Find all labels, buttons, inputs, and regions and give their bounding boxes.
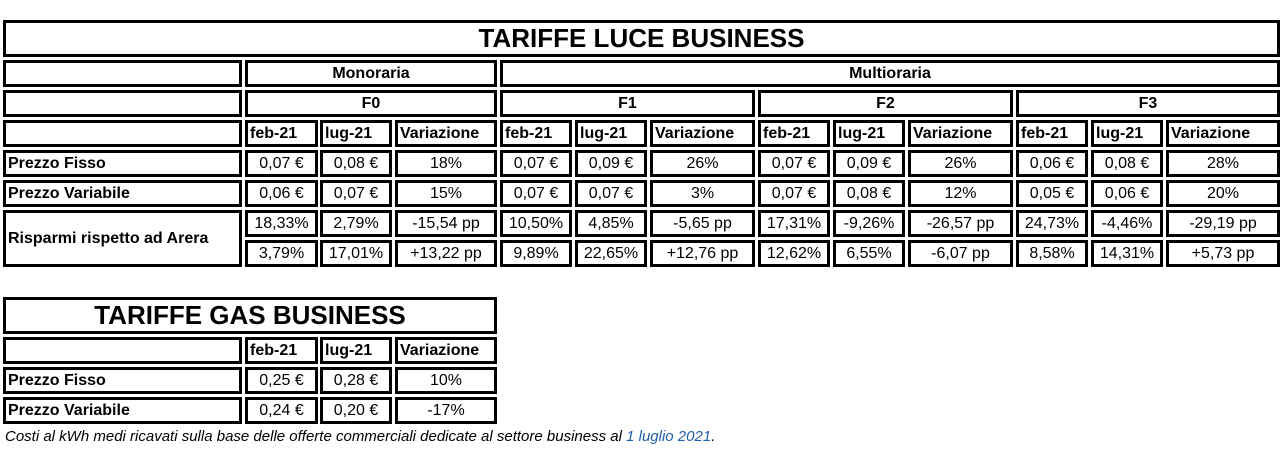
- savings-cell: 18,33%: [245, 210, 318, 237]
- savings-cell: 17,01%: [320, 240, 392, 267]
- footnote-text: Costi al kWh medi ricavati sulla base de…: [5, 428, 627, 445]
- savings-cell: 14,31%: [1091, 240, 1163, 267]
- column-header: Variazione: [908, 120, 1013, 147]
- column-header: feb-21: [1016, 120, 1088, 147]
- savings-cell: 8,58%: [1016, 240, 1088, 267]
- gas-column-header: lug-21: [320, 337, 392, 364]
- column-header: lug-21: [575, 120, 647, 147]
- savings-cell: -29,19 pp: [1166, 210, 1280, 237]
- table-cell: 0,07 €: [758, 150, 830, 177]
- group-multioraria: Multioraria: [500, 60, 1280, 87]
- table-cell: 0,06 €: [1091, 180, 1163, 207]
- table-cell: 15%: [395, 180, 497, 207]
- column-header: feb-21: [758, 120, 830, 147]
- savings-cell: 6,55%: [833, 240, 905, 267]
- savings-label: Risparmi rispetto ad Arera: [3, 210, 242, 267]
- table-cell: 0,06 €: [245, 180, 318, 207]
- gas-table-cell: -17%: [395, 397, 497, 424]
- footnote-end: .: [711, 428, 716, 445]
- table-cell: 0,07 €: [245, 150, 318, 177]
- table-cell: 26%: [908, 150, 1013, 177]
- table-cell: 18%: [395, 150, 497, 177]
- luce-header-empty-2: [3, 90, 242, 117]
- savings-cell: 10,50%: [500, 210, 572, 237]
- column-header: Variazione: [1166, 120, 1280, 147]
- table-cell: 0,07 €: [500, 180, 572, 207]
- gas-column-header: feb-21: [245, 337, 318, 364]
- table-cell: 3%: [650, 180, 755, 207]
- savings-cell: +13,22 pp: [395, 240, 497, 267]
- table-cell: 0,08 €: [833, 180, 905, 207]
- table-cell: 0,07 €: [575, 180, 647, 207]
- table-cell: 0,07 €: [320, 180, 392, 207]
- column-header: lug-21: [1091, 120, 1163, 147]
- subheader-empty: [3, 120, 242, 147]
- band-header-f2: F2: [758, 90, 1013, 117]
- table-cell: 0,06 €: [1016, 150, 1088, 177]
- footnote: Costi al kWh medi ricavati sulla base de…: [5, 428, 715, 445]
- gas-table-cell: 0,28 €: [320, 367, 392, 394]
- savings-cell: 2,79%: [320, 210, 392, 237]
- luce-header-empty-1: [3, 60, 242, 87]
- gas-table-cell: 10%: [395, 367, 497, 394]
- column-header: lug-21: [833, 120, 905, 147]
- savings-cell: -4,46%: [1091, 210, 1163, 237]
- savings-cell: 22,65%: [575, 240, 647, 267]
- band-header-f3: F3: [1016, 90, 1280, 117]
- table-cell: 0,08 €: [1091, 150, 1163, 177]
- column-header: Variazione: [395, 120, 497, 147]
- gas-row-label: Prezzo Fisso: [3, 367, 242, 394]
- row-label: Prezzo Variabile: [3, 180, 242, 207]
- table-cell: 0,09 €: [575, 150, 647, 177]
- table-cell: 20%: [1166, 180, 1280, 207]
- savings-cell: -15,54 pp: [395, 210, 497, 237]
- gas-column-header: Variazione: [395, 337, 497, 364]
- gas-table-cell: 0,24 €: [245, 397, 318, 424]
- table-cell: 0,07 €: [758, 180, 830, 207]
- savings-cell: +5,73 pp: [1166, 240, 1280, 267]
- table-cell: 0,07 €: [500, 150, 572, 177]
- group-monoraria: Monoraria: [245, 60, 497, 87]
- column-header: feb-21: [500, 120, 572, 147]
- table-cell: 28%: [1166, 150, 1280, 177]
- column-header: Variazione: [650, 120, 755, 147]
- table-cell: 0,08 €: [320, 150, 392, 177]
- gas-table-cell: 0,25 €: [245, 367, 318, 394]
- band-header-f1: F1: [500, 90, 755, 117]
- savings-cell: -26,57 pp: [908, 210, 1013, 237]
- savings-cell: -5,65 pp: [650, 210, 755, 237]
- gas-subheader-empty: [3, 337, 242, 364]
- luce-title: TARIFFE LUCE BUSINESS: [3, 20, 1280, 57]
- gas-row-label: Prezzo Variabile: [3, 397, 242, 424]
- gas-table-cell: 0,20 €: [320, 397, 392, 424]
- savings-cell: -6,07 pp: [908, 240, 1013, 267]
- gas-title: TARIFFE GAS BUSINESS: [3, 297, 497, 334]
- savings-cell: 17,31%: [758, 210, 830, 237]
- table-cell: 26%: [650, 150, 755, 177]
- column-header: feb-21: [245, 120, 318, 147]
- savings-cell: 3,79%: [245, 240, 318, 267]
- footnote-date-link[interactable]: 1 luglio 2021: [626, 428, 712, 445]
- column-header: lug-21: [320, 120, 392, 147]
- band-header-f0: F0: [245, 90, 497, 117]
- savings-cell: 4,85%: [575, 210, 647, 237]
- row-label: Prezzo Fisso: [3, 150, 242, 177]
- table-cell: 12%: [908, 180, 1013, 207]
- savings-cell: 24,73%: [1016, 210, 1088, 237]
- table-cell: 0,09 €: [833, 150, 905, 177]
- savings-cell: -9,26%: [833, 210, 905, 237]
- table-cell: 0,05 €: [1016, 180, 1088, 207]
- savings-cell: 9,89%: [500, 240, 572, 267]
- savings-cell: +12,76 pp: [650, 240, 755, 267]
- savings-cell: 12,62%: [758, 240, 830, 267]
